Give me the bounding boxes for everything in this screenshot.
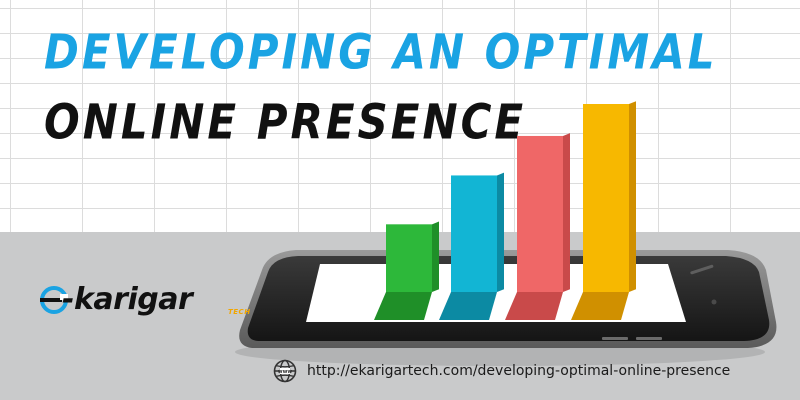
logo-e-mark-icon	[40, 286, 68, 314]
chart-bar-side	[497, 172, 504, 292]
article-url-link[interactable]: http://ekarigartech.com/developing-optim…	[307, 363, 731, 379]
chart-bar-base	[571, 292, 629, 320]
chart-bar-base	[374, 292, 432, 320]
logo-tech-suffix: TECH	[228, 308, 251, 316]
svg-text:www: www	[278, 369, 293, 375]
chart-bar	[571, 101, 636, 320]
globe-icon: www	[273, 359, 297, 383]
chart-bar-base	[505, 292, 563, 320]
headline-line-1: DEVELOPING AN OPTIMAL	[44, 23, 718, 80]
spreadsheet-grid-background	[0, 0, 800, 232]
chart-bar-front	[386, 224, 432, 292]
phone-camera	[711, 299, 717, 305]
chart-bar-side	[563, 133, 570, 292]
chart-bar	[505, 133, 570, 320]
phone-speaker	[690, 264, 714, 275]
chart-bar-side	[629, 101, 636, 292]
headline-line-2: ONLINE PRESENCE	[44, 93, 527, 150]
url-footer: www http://ekarigartech.com/developing-o…	[273, 358, 730, 384]
ekarigar-logo: -karigar TECH	[40, 278, 250, 322]
chart-bar-front	[583, 104, 629, 292]
phone-side-button	[636, 337, 662, 340]
chart-bar	[374, 221, 439, 320]
chart-bar	[439, 172, 504, 320]
chart-bar-side	[432, 221, 439, 292]
chart-bar-front	[517, 135, 563, 292]
chart-bar-front	[451, 175, 497, 292]
chart-bars	[374, 101, 636, 320]
phone-side-button	[602, 337, 628, 340]
logo-wordmark: -karigar	[62, 282, 193, 317]
chart-bar-base	[439, 292, 497, 320]
